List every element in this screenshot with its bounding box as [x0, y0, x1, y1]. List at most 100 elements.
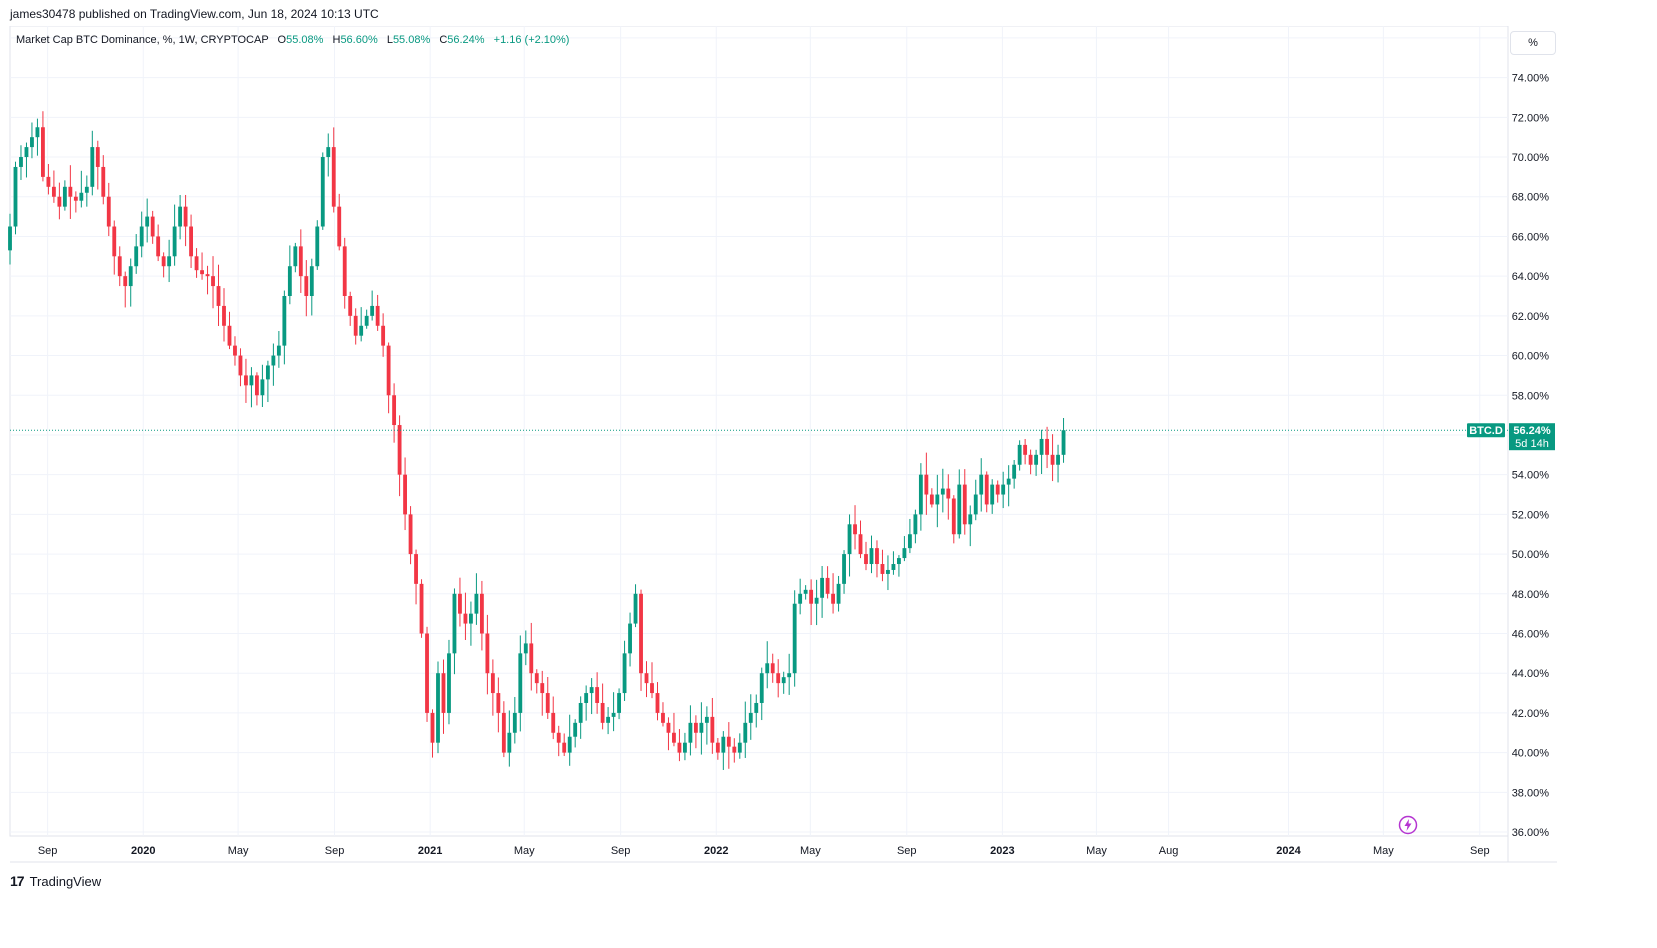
- candle: [364, 309, 369, 329]
- y-tick-label: 58.00%: [1512, 390, 1550, 402]
- candle: [178, 194, 183, 240]
- candle-body: [41, 127, 45, 177]
- candle: [57, 182, 62, 220]
- candle: [556, 725, 561, 757]
- time-axis[interactable]: Sep 2020 May Sep 2021 May Sep 2022 May Sep 2023 May…: [38, 845, 1490, 857]
- candle: [842, 550, 846, 594]
- candle: [375, 294, 380, 331]
- candle-body: [726, 736, 731, 747]
- candle-body: [864, 554, 868, 565]
- candle: [233, 336, 237, 366]
- candle-body: [1045, 438, 1049, 455]
- brand-name: TradingView: [29, 873, 102, 889]
- candle: [853, 505, 857, 550]
- candle: [984, 471, 989, 513]
- candle-body: [699, 722, 704, 733]
- candle: [161, 252, 166, 278]
- candle: [540, 670, 545, 716]
- candle: [255, 372, 259, 406]
- tradingview-logo[interactable]: 17 TradingView: [10, 873, 101, 889]
- candle: [606, 707, 611, 735]
- price-axis[interactable]: 76.00%74.00%72.00%70.00%68.00%66.00%64.0…: [1512, 33, 1550, 839]
- y-tick-label: 46.00%: [1512, 629, 1550, 641]
- candle: [836, 575, 841, 612]
- candle-body: [584, 693, 589, 703]
- candle: [222, 288, 226, 342]
- candle: [1001, 471, 1006, 509]
- candle-body: [35, 127, 40, 138]
- open-label: O: [277, 34, 287, 46]
- candle-body: [957, 484, 962, 535]
- candle-body: [304, 276, 309, 296]
- x-tick-label: 2021: [418, 845, 442, 857]
- candle: [518, 635, 523, 732]
- candle: [622, 640, 627, 702]
- candle: [650, 662, 654, 699]
- y-tick-label: 52.00%: [1512, 509, 1550, 521]
- candle-body: [255, 375, 259, 396]
- candle-body: [787, 673, 792, 678]
- countdown-label: 5d 14h: [1515, 438, 1549, 450]
- candle-body: [633, 593, 638, 624]
- candle-body: [715, 742, 720, 753]
- candle-body: [611, 712, 616, 717]
- candle: [287, 245, 292, 305]
- candle-body: [436, 673, 440, 743]
- candle-body: [886, 569, 890, 574]
- candle-body: [672, 732, 676, 743]
- change-value: +1.16 (+2.10%): [493, 34, 570, 46]
- candle-body: [1061, 430, 1066, 455]
- chart-area[interactable]: 76.00%74.00%72.00%70.00%68.00%66.00%64.0…: [0, 26, 1657, 906]
- candle-body: [600, 702, 605, 723]
- candle: [776, 659, 781, 698]
- candle: [512, 696, 517, 744]
- candle: [886, 555, 890, 591]
- x-tick-label: May: [228, 845, 249, 857]
- candle-body: [178, 206, 183, 227]
- candle: [205, 265, 210, 295]
- candle-body: [792, 603, 797, 674]
- candle-body: [1034, 454, 1039, 465]
- candle-body: [161, 256, 166, 267]
- candle-body: [737, 742, 742, 753]
- y-tick-label: 54.00%: [1512, 470, 1550, 482]
- candle: [584, 685, 589, 721]
- candle-body: [271, 355, 276, 366]
- grid-lines: [9, 26, 1557, 863]
- candle-body: [496, 693, 501, 713]
- candle-body: [501, 712, 506, 753]
- candle: [30, 122, 34, 159]
- candle: [227, 311, 232, 350]
- candle: [123, 271, 128, 308]
- candle: [298, 229, 303, 293]
- candle: [534, 669, 539, 694]
- candle-body: [951, 498, 956, 535]
- candle: [485, 614, 490, 695]
- y-tick-label: 68.00%: [1512, 192, 1550, 204]
- y-tick-label: 38.00%: [1512, 787, 1550, 799]
- candle-body: [62, 186, 67, 207]
- candle: [979, 458, 984, 512]
- candle: [370, 290, 375, 321]
- candle-body: [216, 286, 221, 306]
- candle-body: [353, 315, 358, 336]
- candlestick-chart[interactable]: 76.00%74.00%72.00%70.00%68.00%66.00%64.0…: [0, 26, 1657, 906]
- percent-scale-button[interactable]: %: [1510, 31, 1556, 55]
- candle: [748, 694, 753, 740]
- candle-body: [973, 494, 978, 515]
- candle: [792, 590, 797, 687]
- candle-body: [743, 722, 748, 743]
- candle-body: [1001, 484, 1006, 495]
- candle-body: [1012, 464, 1017, 479]
- candle-body: [156, 236, 161, 257]
- candle-body: [776, 673, 781, 684]
- candle-body: [469, 613, 473, 624]
- candle-body: [529, 643, 534, 674]
- candle-body: [995, 484, 1000, 495]
- candle-body: [512, 712, 517, 733]
- candle-body: [518, 653, 523, 713]
- lightning-bolt-icon[interactable]: [1398, 815, 1418, 835]
- low-label: L: [386, 34, 393, 46]
- candle: [787, 653, 792, 695]
- candle: [244, 358, 248, 403]
